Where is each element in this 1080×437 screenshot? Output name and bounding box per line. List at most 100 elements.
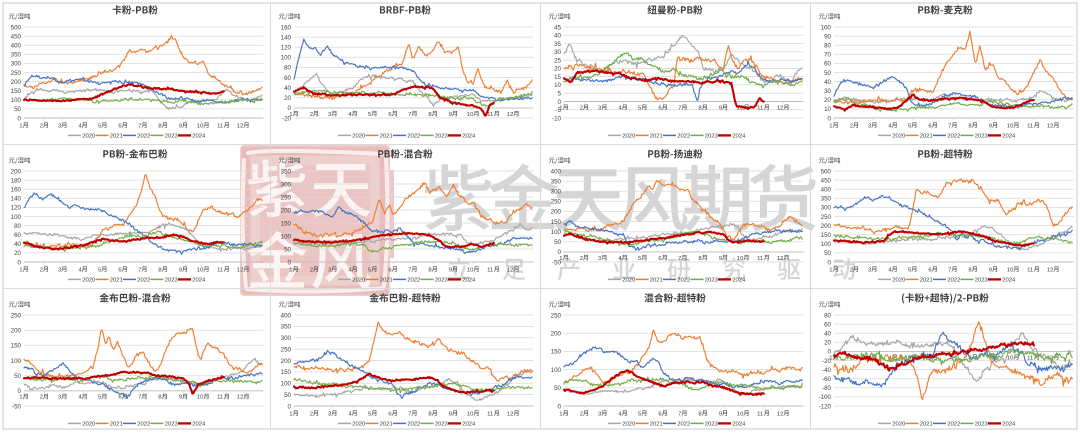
svg-text:2024: 2024: [732, 278, 746, 284]
svg-text:100: 100: [281, 381, 292, 388]
svg-text:150: 150: [11, 88, 22, 95]
svg-text:11: 11: [1027, 355, 1033, 361]
svg-text:0: 0: [828, 349, 832, 356]
svg-text:2024: 2024: [462, 278, 476, 284]
svg-text:2022: 2022: [137, 422, 150, 428]
svg-text:10: 10: [737, 411, 744, 417]
svg-text:2021: 2021: [650, 278, 663, 284]
svg-text:2022: 2022: [407, 278, 420, 284]
svg-text:8: 8: [698, 105, 702, 111]
svg-text:250: 250: [821, 214, 832, 221]
svg-text:12: 12: [237, 123, 244, 129]
svg-text:3: 3: [598, 105, 602, 111]
svg-text:10: 10: [1007, 123, 1014, 129]
svg-text:11: 11: [217, 267, 223, 273]
svg-text:4: 4: [78, 267, 82, 273]
svg-text:40: 40: [14, 241, 21, 248]
svg-text:8: 8: [158, 123, 162, 129]
svg-text:5: 5: [98, 267, 102, 273]
svg-text:12: 12: [777, 256, 784, 262]
svg-text:11: 11: [757, 411, 763, 417]
svg-text:2024: 2024: [732, 134, 746, 140]
svg-text:400: 400: [281, 312, 292, 319]
svg-text:70: 70: [824, 52, 831, 59]
svg-text:0: 0: [288, 403, 292, 410]
svg-text:7: 7: [678, 105, 681, 111]
svg-text:400: 400: [11, 43, 22, 50]
svg-text:80: 80: [284, 65, 291, 72]
svg-text:20: 20: [824, 97, 831, 104]
svg-text:2021: 2021: [380, 422, 393, 428]
svg-text:100: 100: [281, 55, 292, 62]
svg-text:12: 12: [1047, 123, 1054, 129]
svg-text:6: 6: [388, 411, 392, 417]
svg-text:2: 2: [580, 411, 583, 417]
svg-text:35: 35: [554, 41, 561, 48]
svg-text:-5: -5: [555, 107, 561, 114]
svg-text:6: 6: [118, 123, 122, 129]
svg-text:2024: 2024: [732, 422, 746, 428]
svg-text:10: 10: [197, 395, 204, 401]
svg-text:350: 350: [821, 196, 832, 203]
svg-text:5: 5: [98, 123, 102, 129]
svg-text:2023: 2023: [975, 278, 989, 284]
svg-text:1: 1: [559, 411, 562, 417]
svg-text:8: 8: [428, 411, 432, 417]
svg-text:300: 300: [281, 181, 292, 188]
svg-text:200: 200: [551, 331, 562, 338]
svg-text:2021: 2021: [920, 134, 933, 140]
svg-text:2: 2: [850, 123, 853, 129]
svg-text:140: 140: [281, 34, 292, 41]
svg-text:6: 6: [928, 267, 932, 273]
svg-text:6: 6: [928, 123, 932, 129]
svg-text:50: 50: [284, 392, 291, 399]
svg-text:450: 450: [11, 33, 22, 40]
svg-text:9: 9: [179, 395, 182, 401]
svg-text:60: 60: [14, 232, 21, 239]
svg-text:12: 12: [1047, 267, 1054, 273]
svg-text:-40: -40: [822, 367, 832, 374]
svg-text:300: 300: [281, 335, 292, 342]
svg-text:150: 150: [551, 349, 562, 356]
svg-text:2022: 2022: [677, 134, 690, 140]
svg-text:0: 0: [558, 403, 562, 410]
svg-text:2: 2: [40, 123, 43, 129]
svg-text:11: 11: [487, 411, 493, 417]
svg-text:80: 80: [14, 223, 21, 230]
svg-text:2023: 2023: [705, 422, 719, 428]
svg-text:11: 11: [217, 123, 223, 129]
svg-text:140: 140: [11, 196, 22, 203]
svg-text:7: 7: [408, 112, 411, 118]
svg-text:150: 150: [551, 219, 562, 226]
svg-text:400: 400: [551, 168, 562, 175]
svg-text:2021: 2021: [380, 134, 393, 140]
svg-text:0: 0: [288, 105, 292, 112]
svg-text:5: 5: [368, 112, 372, 118]
svg-text:2020: 2020: [892, 422, 906, 428]
svg-text:2: 2: [580, 105, 583, 111]
svg-text:2024: 2024: [462, 134, 476, 140]
svg-text:12: 12: [777, 105, 784, 111]
svg-text:8: 8: [968, 267, 972, 273]
svg-text:1: 1: [559, 256, 562, 262]
svg-text:0: 0: [288, 259, 292, 266]
svg-text:2023: 2023: [975, 134, 989, 140]
svg-text:0: 0: [558, 249, 562, 256]
svg-text:1: 1: [289, 411, 292, 417]
svg-text:8: 8: [428, 267, 432, 273]
svg-text:-120: -120: [819, 403, 832, 410]
svg-text:120: 120: [281, 45, 292, 52]
svg-text:3: 3: [58, 123, 62, 129]
svg-text:3: 3: [328, 112, 332, 118]
svg-text:9: 9: [179, 123, 182, 129]
svg-text:2024: 2024: [192, 134, 206, 140]
svg-text:80: 80: [824, 43, 831, 50]
svg-text:0: 0: [828, 259, 832, 266]
svg-text:2022: 2022: [677, 422, 690, 428]
svg-text:7: 7: [948, 267, 951, 273]
svg-text:5: 5: [368, 411, 372, 417]
svg-text:40: 40: [824, 331, 831, 338]
svg-text:-50: -50: [552, 259, 562, 266]
svg-text:200: 200: [11, 328, 22, 335]
svg-text:7: 7: [408, 411, 411, 417]
